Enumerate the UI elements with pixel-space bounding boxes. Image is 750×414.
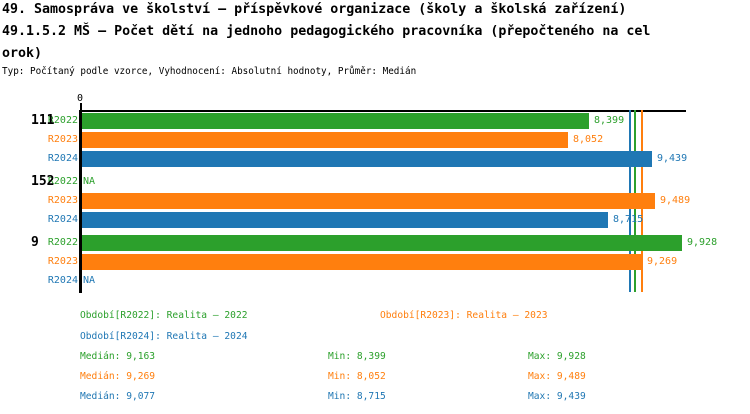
legend-item-r2023: Období[R2023]: Realita – 2023	[380, 310, 548, 321]
stat-median-r2024: Medián: 9,077	[80, 391, 156, 402]
stat-max-r2022: Max: 9,928	[528, 351, 586, 362]
chart-row: R2023 8,052	[0, 132, 603, 148]
bar	[82, 235, 682, 251]
category-label: 9	[31, 235, 39, 250]
legend-item-r2022: Období[R2022]: Realita – 2022	[80, 310, 248, 321]
bar-value-label: NA	[83, 176, 96, 187]
stat-min-r2023: Min: 8,052	[328, 371, 386, 382]
bar	[82, 113, 589, 129]
x-axis-line	[79, 110, 686, 112]
row-period-label: R2022	[47, 237, 78, 248]
row-period-label: R2024	[47, 275, 78, 286]
chart-row: R2024 9,439	[0, 151, 687, 167]
stat-max-r2024: Max: 9,439	[528, 391, 586, 402]
stat-median-r2023: Medián: 9,269	[80, 371, 156, 382]
bar	[82, 212, 608, 228]
bar-value-label: NA	[83, 275, 96, 286]
chart-row: R2023 9,489	[0, 193, 690, 209]
row-period-label: R2022	[47, 176, 78, 187]
row-period-label: R2023	[47, 195, 78, 206]
stat-median-r2022: Medián: 9,163	[80, 351, 156, 362]
chart-row: R2024 8,715	[0, 212, 643, 228]
chart-row: R2022 9,928	[0, 235, 717, 251]
stat-min-r2024: Min: 8,715	[328, 391, 386, 402]
bar-value-label: 9,928	[687, 237, 718, 248]
page-title-line3: orok)	[2, 46, 43, 61]
x-axis-zero-tick	[80, 103, 82, 110]
stat-min-r2022: Min: 8,399	[328, 351, 386, 362]
bar	[82, 193, 655, 209]
page-title-line1: 49. Samospráva ve školství – příspěvkové…	[2, 2, 627, 17]
chart-row: R2022 NA	[0, 174, 95, 190]
row-period-label: R2024	[47, 214, 78, 225]
bar-value-label: 8,052	[573, 134, 604, 145]
legend-item-r2024: Období[R2024]: Realita – 2024	[80, 331, 248, 342]
category-label: 152	[31, 174, 55, 189]
bar	[82, 254, 642, 270]
bar	[82, 151, 652, 167]
bar-value-label: 8,715	[613, 214, 644, 225]
chart-subtitle: Typ: Počítaný podle vzorce, Vyhodnocení:…	[2, 66, 417, 77]
chart-row: R2023 9,269	[0, 254, 677, 270]
x-axis-zero-tick-label: 0	[76, 93, 84, 104]
chart-row: R2024 NA	[0, 273, 95, 289]
bar-value-label: 9,269	[647, 256, 678, 267]
bar-value-label: 9,489	[660, 195, 691, 206]
stat-max-r2023: Max: 9,489	[528, 371, 586, 382]
category-label: 111	[31, 113, 55, 128]
bar-value-label: 8,399	[594, 115, 625, 126]
bar	[82, 132, 568, 148]
page-title-line2: 49.1.5.2 MŠ – Počet dětí na jednoho peda…	[2, 24, 651, 39]
row-period-label: R2024	[47, 153, 78, 164]
row-period-label: R2023	[47, 256, 78, 267]
chart-row: R2022 8,399	[0, 113, 624, 129]
bar-value-label: 9,439	[657, 153, 688, 164]
row-period-label: R2023	[47, 134, 78, 145]
row-period-label: R2022	[47, 115, 78, 126]
y-axis-line	[79, 110, 82, 293]
